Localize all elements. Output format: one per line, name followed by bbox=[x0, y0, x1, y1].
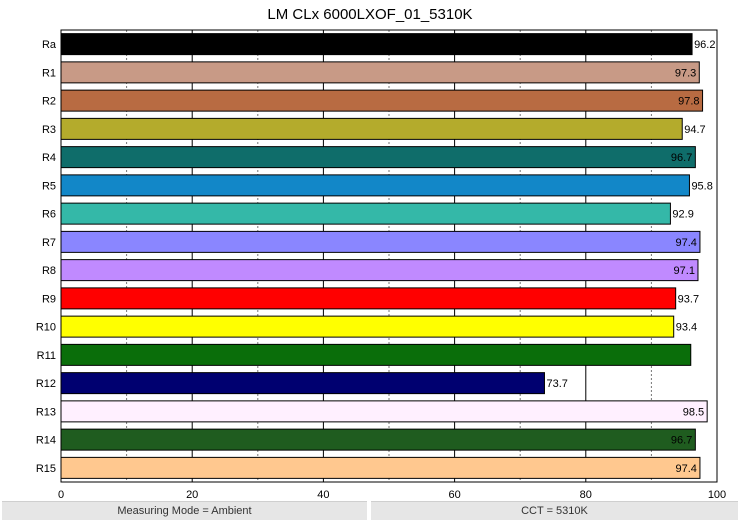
bar-r2 bbox=[60, 89, 704, 112]
measuring-mode-status: Measuring Mode = Ambient bbox=[2, 501, 367, 520]
bar-r10 bbox=[60, 315, 675, 338]
plot-frame bbox=[60, 29, 718, 483]
bar-r6 bbox=[60, 202, 671, 225]
category-label: R5 bbox=[42, 180, 56, 192]
category-label: Ra bbox=[42, 39, 57, 51]
value-label: 97.4 bbox=[676, 463, 697, 475]
category-label: R8 bbox=[42, 265, 56, 277]
value-label: 97.8 bbox=[678, 96, 699, 108]
category-label: R6 bbox=[42, 209, 56, 221]
value-label: 97.3 bbox=[675, 67, 696, 79]
x-tick-label: 100 bbox=[708, 489, 726, 501]
category-label: R1 bbox=[42, 67, 56, 79]
x-tick-label: 80 bbox=[580, 489, 592, 501]
value-label: 97.1 bbox=[674, 265, 695, 277]
chart-title: LM CLx 6000LXOF_01_5310K bbox=[267, 6, 473, 23]
value-label: 96.7 bbox=[671, 152, 692, 164]
value-label: 96.7 bbox=[671, 435, 692, 447]
bar-r14 bbox=[60, 428, 696, 451]
value-label: 92.9 bbox=[672, 209, 693, 221]
bar-r7 bbox=[60, 230, 701, 253]
bar-r5 bbox=[60, 174, 690, 197]
category-label: R12 bbox=[36, 378, 56, 390]
cct-status: CCT = 5310K bbox=[371, 501, 738, 520]
bar-r8 bbox=[60, 259, 699, 282]
category-label: R9 bbox=[42, 293, 56, 305]
value-label: 98.5 bbox=[683, 406, 704, 418]
value-label: 93.7 bbox=[678, 293, 699, 305]
bar-r13 bbox=[60, 400, 708, 423]
x-tick-label: 40 bbox=[317, 489, 329, 501]
value-label: 93.4 bbox=[676, 322, 697, 334]
category-label: R11 bbox=[37, 350, 56, 362]
category-label: R2 bbox=[42, 96, 56, 108]
bar-r15 bbox=[60, 456, 701, 479]
bar-r9 bbox=[60, 287, 677, 310]
x-tick-label: 0 bbox=[58, 489, 64, 501]
value-label: 96.0 bbox=[693, 350, 714, 362]
category-label: R4 bbox=[42, 152, 56, 164]
category-label: R13 bbox=[36, 406, 56, 418]
category-label: R3 bbox=[42, 124, 56, 136]
category-label: R10 bbox=[36, 322, 56, 334]
bar-r12 bbox=[60, 372, 545, 395]
value-label: 96.2 bbox=[694, 39, 715, 51]
value-label: 73.7 bbox=[546, 378, 567, 390]
value-label: 95.8 bbox=[691, 180, 712, 192]
category-label: R14 bbox=[36, 435, 56, 447]
bar-r1 bbox=[60, 61, 700, 84]
bar-r11 bbox=[60, 343, 692, 366]
x-tick-label: 20 bbox=[186, 489, 198, 501]
x-tick-label: 60 bbox=[448, 489, 460, 501]
category-label: R7 bbox=[42, 237, 56, 249]
category-label: R15 bbox=[36, 463, 56, 475]
bar-ra bbox=[60, 33, 693, 56]
value-label: 94.7 bbox=[684, 124, 705, 136]
bar-r3 bbox=[60, 117, 683, 140]
value-label: 97.4 bbox=[676, 237, 697, 249]
bar-r4 bbox=[60, 146, 696, 169]
